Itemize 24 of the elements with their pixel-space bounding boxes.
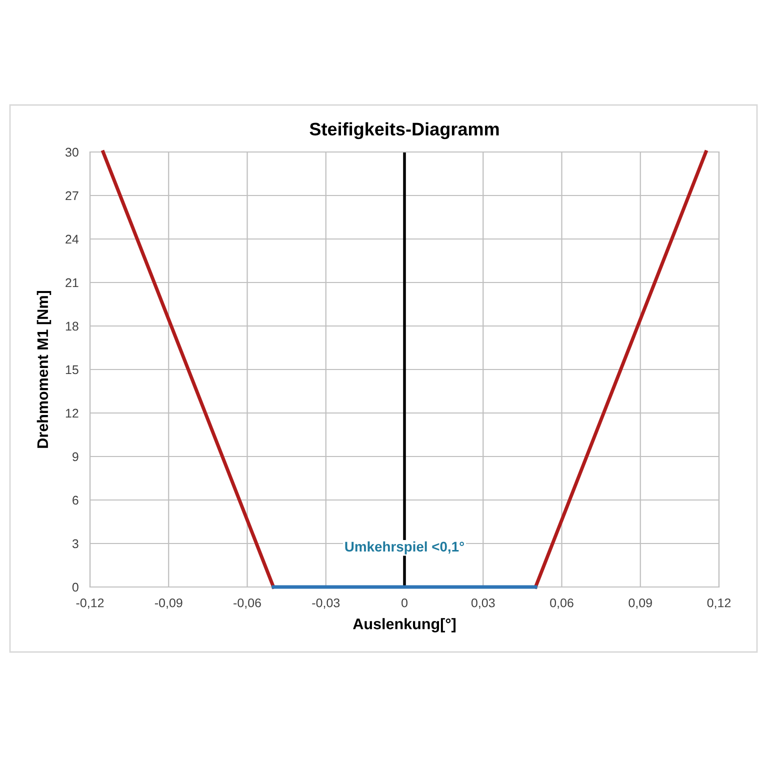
y-tick-label: 18 xyxy=(66,322,78,331)
chart-title: Steifigkeits-Diagramm xyxy=(310,122,499,140)
y-tick-label: 24 xyxy=(66,234,79,244)
y-axis-title: Drehmoment M1 [Nm] xyxy=(36,290,52,448)
x-tick-label: 0,06 xyxy=(550,598,574,609)
x-tick-label: 0 xyxy=(402,598,408,608)
x-tick-label: 0,09 xyxy=(628,598,652,609)
x-tick-label: -0,06 xyxy=(234,598,261,609)
annotation: Umkehrspiel <0,1° xyxy=(345,541,464,554)
y-tick-label: 6 xyxy=(72,496,78,505)
x-tick-label: -0,09 xyxy=(154,598,182,609)
x-tick-label: 0,03 xyxy=(471,598,495,609)
y-tick-label: 30 xyxy=(65,148,78,157)
x-tick-label: -0,03 xyxy=(312,598,340,609)
x-tick-label: -0,12 xyxy=(76,598,104,609)
x-axis-title: Auslenkung[°] xyxy=(353,618,456,632)
y-tick-label: 27 xyxy=(66,191,78,200)
x-tick-label: 0,12 xyxy=(707,598,731,609)
y-tick-label: 15 xyxy=(66,365,78,374)
y-tick-label: 21 xyxy=(66,278,78,288)
y-tick-label: 9 xyxy=(72,452,78,462)
y-tick-label: 12 xyxy=(66,408,78,418)
y-tick-label: 3 xyxy=(72,539,78,548)
y-tick-label: 0 xyxy=(72,582,78,592)
